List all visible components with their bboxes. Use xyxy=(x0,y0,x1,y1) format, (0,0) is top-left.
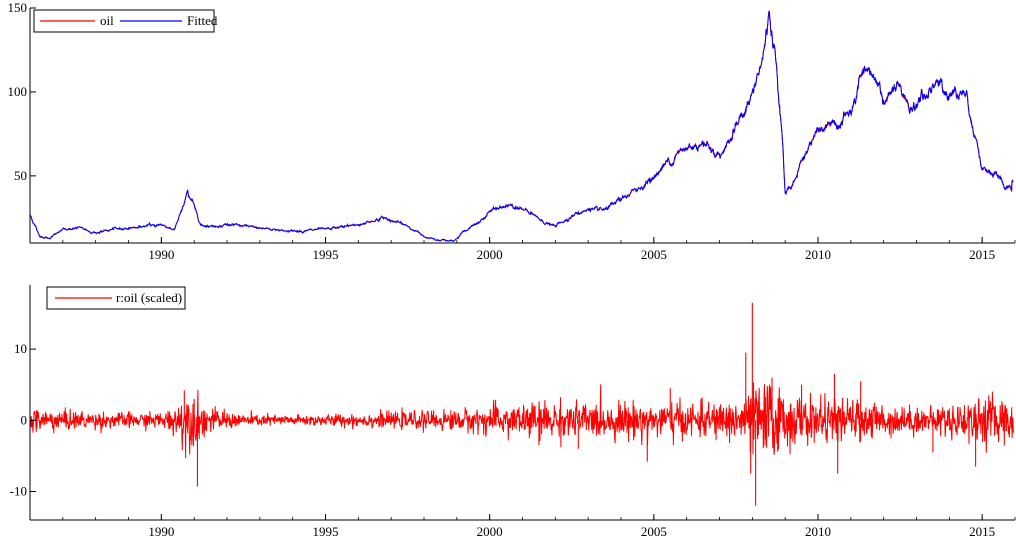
price-x-tick-label: 1995 xyxy=(313,247,339,262)
price-x-tick-label: 1990 xyxy=(148,247,174,262)
price-x-tick-label: 2010 xyxy=(805,247,831,262)
returns-series-group xyxy=(29,302,1014,506)
returns-y-tick-label: 0 xyxy=(21,412,28,427)
returns-axes: 1990 1995 2000 2005 2010 2015 -10 0 10 xyxy=(10,285,1016,539)
legend-label-oil: oil xyxy=(100,13,114,28)
returns-y-tick-label: 10 xyxy=(14,341,27,356)
price-x-tick-label: 2015 xyxy=(969,247,995,262)
returns-panel: 1990 1995 2000 2005 2010 2015 -10 0 10 r:oil (sc… xyxy=(10,285,1016,539)
returns-legend: r:oil (scaled) xyxy=(46,286,186,310)
returns-y-tick-label: -10 xyxy=(10,484,27,499)
price-x-tick-label: 2000 xyxy=(477,247,503,262)
price-axes: 1990 1995 2000 2005 2010 2015 50 100 150 xyxy=(8,0,1016,262)
legend-box xyxy=(46,286,186,310)
series-fitted xyxy=(29,10,1014,242)
returns-x-tick-label: 2010 xyxy=(805,524,831,539)
series-oil xyxy=(29,10,1014,243)
price-x-tick-label: 2005 xyxy=(641,247,667,262)
price-y-tick-label: 100 xyxy=(8,84,28,99)
returns-x-tick-label: 2005 xyxy=(641,524,667,539)
price-y-tick-label: 150 xyxy=(8,0,28,15)
price-y-tick-label: 50 xyxy=(14,168,27,183)
returns-x-tick-label: 2000 xyxy=(477,524,503,539)
legend-label-roil: r:oil (scaled) xyxy=(116,290,182,305)
returns-x-tick-label: 2015 xyxy=(969,524,995,539)
returns-x-tick-label: 1990 xyxy=(148,524,174,539)
returns-x-tick-label: 1995 xyxy=(313,524,339,539)
legend-label-fitted: Fitted xyxy=(187,13,218,28)
price-legend: oil Fitted xyxy=(33,9,218,33)
price-panel: 1990 1995 2000 2005 2010 2015 50 100 150 oil Fit… xyxy=(8,0,1016,262)
price-series-group xyxy=(29,10,1014,243)
series-roil-scaled xyxy=(29,382,1014,459)
